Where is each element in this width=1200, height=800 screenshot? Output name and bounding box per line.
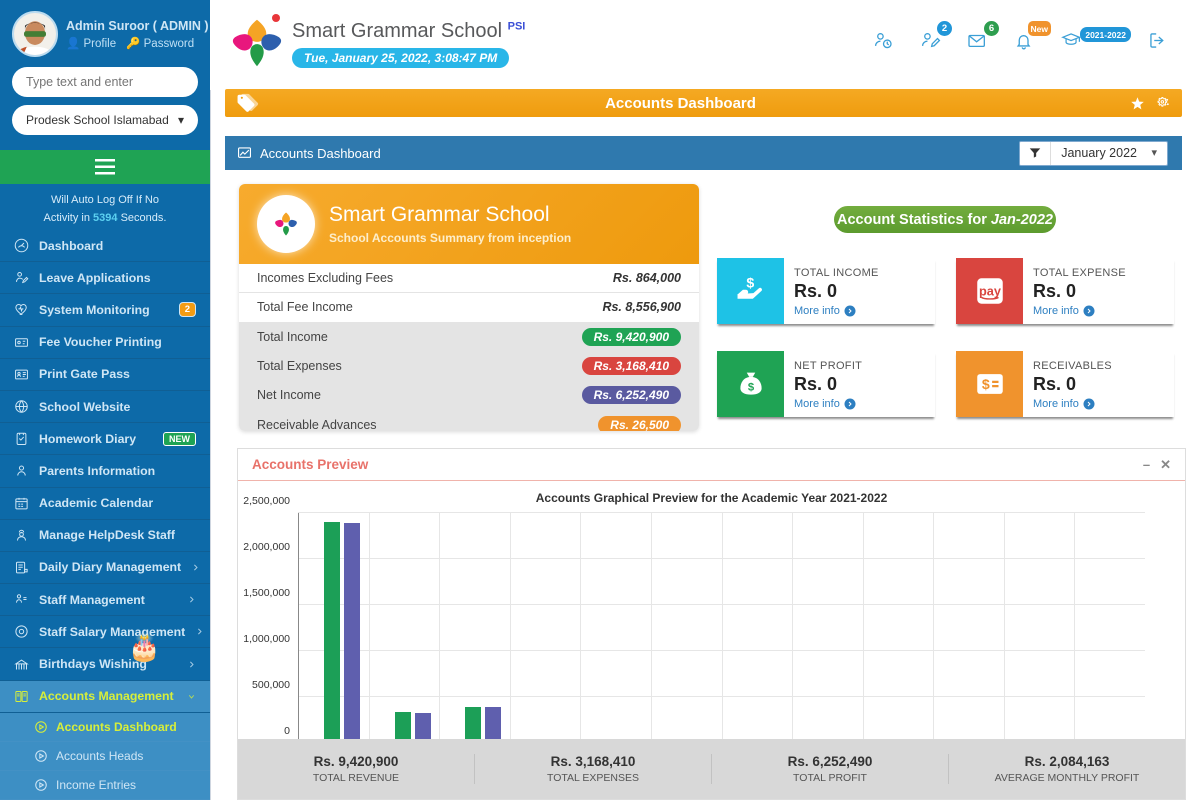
svg-text:$: $: [981, 377, 989, 393]
svg-text:$: $: [746, 275, 754, 291]
svg-text:pay: pay: [979, 283, 1002, 298]
svg-text:$: $: [747, 382, 754, 394]
